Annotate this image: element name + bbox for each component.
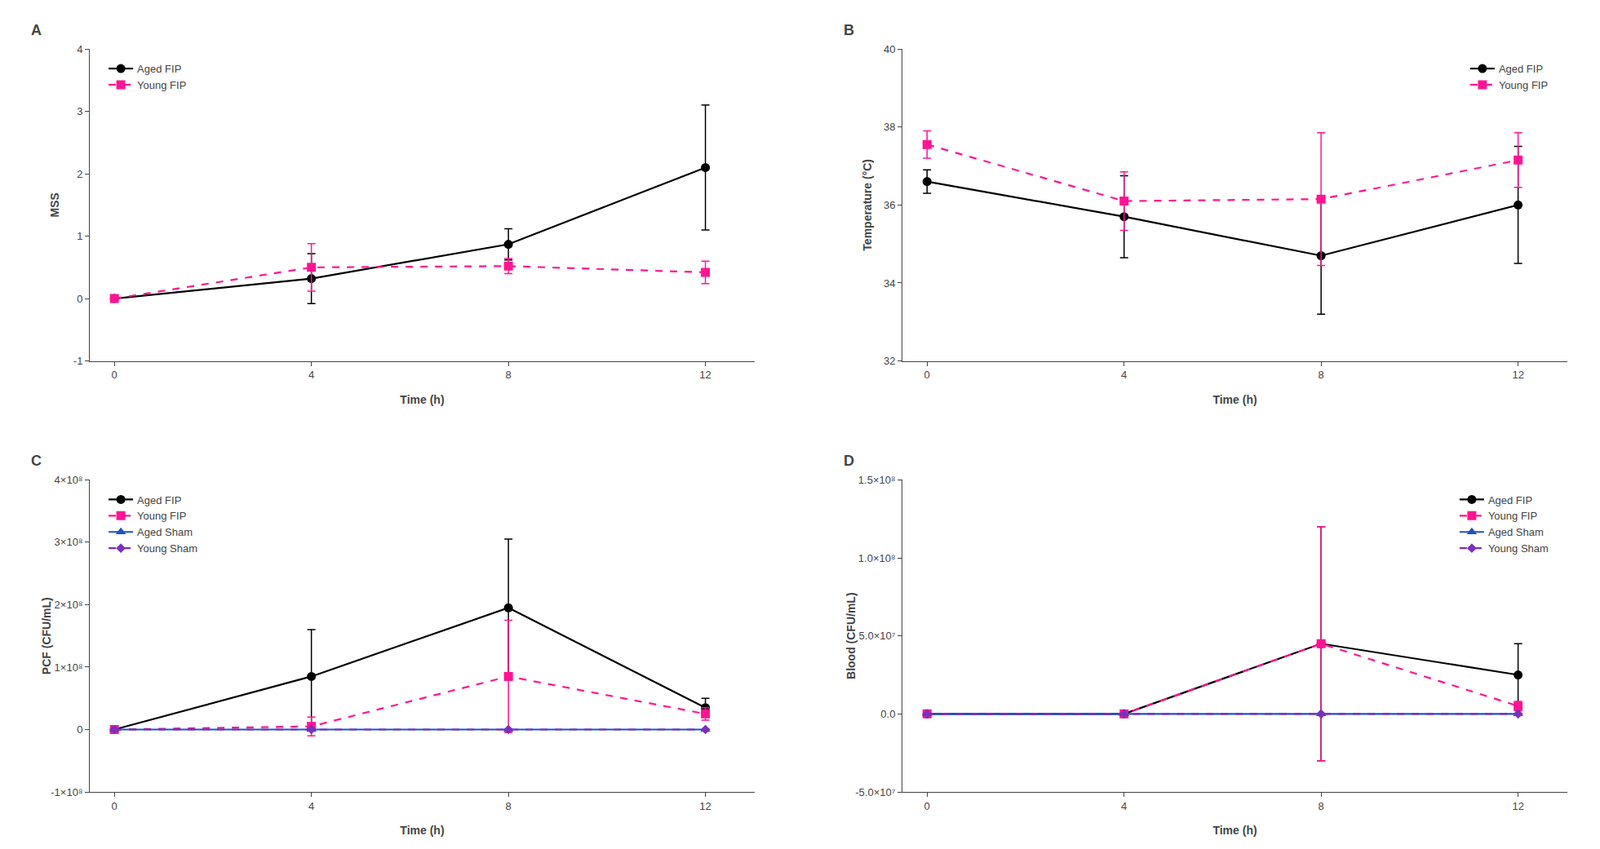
- svg-text:Young Sham: Young Sham: [1488, 542, 1549, 555]
- svg-text:8: 8: [505, 368, 512, 382]
- svg-text:0: 0: [76, 723, 83, 736]
- svg-text:1.5×10⁸: 1.5×10⁸: [858, 474, 896, 487]
- svg-text:32: 32: [883, 354, 896, 368]
- svg-text:Young FIP: Young FIP: [1498, 79, 1548, 92]
- svg-text:0: 0: [924, 800, 931, 813]
- svg-text:3: 3: [76, 105, 83, 118]
- svg-text:-5.0×10⁷: -5.0×10⁷: [855, 786, 896, 799]
- svg-text:4: 4: [1121, 368, 1127, 382]
- svg-text:Aged FIP: Aged FIP: [137, 62, 182, 76]
- svg-text:-1: -1: [73, 354, 84, 368]
- svg-text:2: 2: [76, 168, 83, 181]
- svg-text:0: 0: [76, 292, 83, 306]
- svg-text:1: 1: [76, 230, 83, 243]
- svg-text:0.0: 0.0: [880, 708, 896, 721]
- svg-text:Aged FIP: Aged FIP: [137, 494, 182, 507]
- svg-text:8: 8: [1318, 800, 1325, 813]
- svg-text:-1×10⁸: -1×10⁸: [50, 786, 83, 799]
- svg-text:4: 4: [308, 368, 315, 382]
- svg-text:Time (h): Time (h): [1212, 393, 1257, 407]
- svg-text:Young FIP: Young FIP: [137, 79, 187, 92]
- svg-text:5.0×10⁷: 5.0×10⁷: [859, 629, 896, 643]
- svg-text:Young FIP: Young FIP: [137, 509, 187, 523]
- svg-text:Aged FIP: Aged FIP: [1498, 62, 1543, 76]
- svg-text:1.0×10⁸: 1.0×10⁸: [858, 552, 896, 565]
- svg-text:12: 12: [699, 800, 711, 813]
- svg-text:0: 0: [924, 368, 931, 382]
- svg-text:34: 34: [883, 277, 896, 290]
- svg-text:12: 12: [1511, 800, 1524, 813]
- svg-text:Young Sham: Young Sham: [137, 542, 198, 555]
- svg-text:4: 4: [1121, 800, 1127, 813]
- svg-text:C: C: [31, 452, 42, 470]
- svg-text:40: 40: [883, 43, 896, 56]
- svg-text:4: 4: [76, 43, 83, 56]
- svg-text:36: 36: [883, 199, 896, 212]
- svg-text:3×10⁸: 3×10⁸: [54, 536, 84, 549]
- svg-text:2×10⁸: 2×10⁸: [54, 598, 84, 612]
- svg-text:4×10⁸: 4×10⁸: [54, 474, 84, 487]
- svg-text:D: D: [843, 452, 855, 470]
- svg-text:8: 8: [1318, 368, 1325, 382]
- svg-text:A: A: [31, 22, 42, 39]
- svg-text:Young FIP: Young FIP: [1488, 509, 1538, 523]
- svg-text:B: B: [843, 22, 855, 39]
- svg-text:12: 12: [699, 368, 711, 382]
- svg-text:Aged FIP: Aged FIP: [1488, 494, 1533, 507]
- svg-text:4: 4: [308, 800, 315, 813]
- svg-text:MSS: MSS: [48, 192, 62, 218]
- svg-text:Blood (CFU/mL): Blood (CFU/mL): [844, 592, 858, 680]
- svg-text:Time (h): Time (h): [399, 393, 444, 407]
- svg-text:PCF (CFU/mL): PCF (CFU/mL): [39, 597, 54, 675]
- svg-text:38: 38: [883, 120, 896, 133]
- svg-text:8: 8: [505, 800, 512, 813]
- svg-text:0: 0: [111, 800, 118, 813]
- svg-text:Temperature (°C): Temperature (°C): [860, 159, 874, 252]
- svg-text:0: 0: [111, 368, 118, 382]
- svg-text:1×10⁸: 1×10⁸: [54, 661, 84, 674]
- svg-text:Aged Sham: Aged Sham: [1488, 526, 1544, 539]
- svg-text:Aged Sham: Aged Sham: [137, 526, 193, 539]
- svg-text:Time (h): Time (h): [399, 824, 444, 838]
- svg-text:12: 12: [1511, 368, 1524, 382]
- svg-text:Time (h): Time (h): [1212, 824, 1257, 838]
